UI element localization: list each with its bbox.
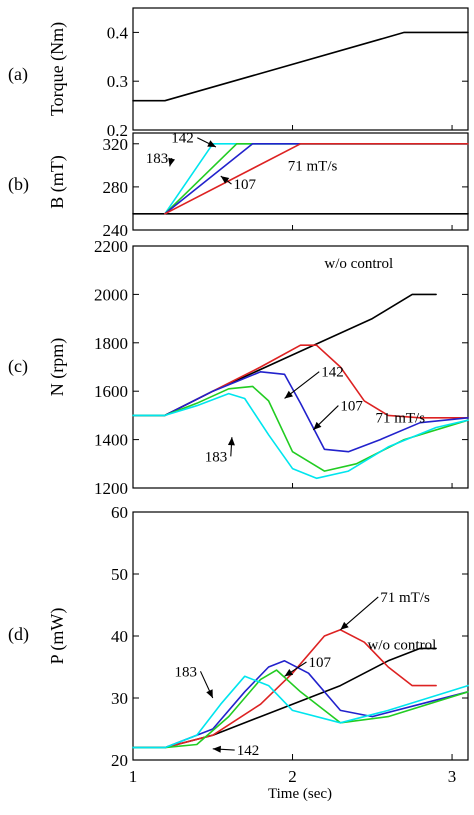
panel-b-series-line [164, 143, 469, 215]
panel-a-series-line [132, 31, 469, 102]
panel-c-ytick-label: 2000 [94, 285, 128, 304]
panel-a-letter: (a) [8, 64, 28, 85]
panel-a-ytick-label: 0.4 [107, 23, 129, 42]
panel-d-ytick-label: 20 [111, 751, 128, 770]
panel-d-ytick-label: 40 [111, 627, 128, 646]
panel-c-ytick-label: 2200 [94, 237, 128, 256]
panel-c: (c) N (rpm) 1200 1400 1600 1800 2000 2200 w/o… [8, 237, 469, 498]
panel-b-letter: (b) [8, 174, 29, 195]
panel-b-series-line [164, 143, 469, 215]
panel-c-annotations: w/o control 71 mT/s 142 107 183 [205, 256, 425, 466]
panel-d-annotation: 183 [174, 664, 197, 680]
panel-b-annotation: 71 mT/s [288, 159, 338, 175]
panel-d-xticks: 1 2 3 [129, 754, 457, 786]
panel-b-annotation: 107 [234, 177, 257, 193]
panel-d-annotation-arrow [340, 596, 379, 631]
panel-d-ylabel: P (mW) [47, 608, 68, 665]
x-tick-label: 2 [288, 767, 297, 786]
x-tick-label: 3 [448, 767, 457, 786]
panel-b-series [132, 143, 469, 215]
panel-c-frame [132, 245, 469, 489]
panel-d-series [132, 628, 469, 749]
panel-d-frame [132, 511, 469, 761]
panel-b-ytick-label: 240 [103, 221, 129, 240]
panel-c-annotation: w/o control [324, 256, 393, 272]
panel-c-series-line [132, 293, 437, 417]
panel-d-annotation: 107 [308, 655, 331, 671]
panel-c-ylabel: N (rpm) [47, 338, 68, 396]
panel-d-annotations: 71 mT/s w/o control 107 183 142 [174, 590, 436, 759]
panel-d-letter: (d) [8, 624, 29, 645]
panel-b-ytick-label: 280 [103, 178, 129, 197]
panel-c-ytick-label: 1400 [94, 431, 128, 450]
x-tick-label: 1 [129, 767, 138, 786]
panel-a-frame [132, 7, 469, 131]
panel-c-series-line [132, 385, 469, 472]
panel-a-ytick-label: 0.3 [107, 72, 128, 91]
panel-d-annotation-arrowhead [212, 745, 221, 753]
panel-d-series-line [132, 628, 437, 749]
panel-c-letter: (c) [8, 356, 28, 377]
panel-d-annotation-arrowhead [284, 668, 294, 677]
panel-a-series [132, 31, 469, 102]
panel-b-annotation: 183 [146, 151, 169, 167]
panel-d-annotation: 142 [237, 743, 260, 759]
panel-d-annotation: w/o control [368, 638, 437, 654]
panel-b-annotation-arrowhead [220, 176, 230, 184]
panel-a-ytick-label: 0.2 [107, 121, 128, 140]
panel-d: (d) P (mW) 20 30 40 50 60 1 2 3 71 mT/s w/o con… [8, 503, 469, 802]
panel-d-series-line [132, 669, 469, 749]
panel-d-ytick-label: 60 [111, 503, 128, 522]
panel-d-annotation: 71 mT/s [380, 590, 430, 606]
panel-c-annotation: 107 [340, 399, 363, 415]
panel-a-ylabel: Torque (Nm) [47, 22, 68, 116]
panel-d-ytick-label: 50 [111, 565, 128, 584]
panel-c-annotation-arrowhead [313, 421, 322, 430]
panel-c-annotation-arrowhead [284, 390, 294, 399]
panel-b-ytick-label: 320 [103, 135, 129, 154]
panel-c-yticks: 1200 1400 1600 1800 2000 2200 [94, 237, 468, 498]
panel-d-annotation-arrowhead [206, 689, 213, 698]
panel-b-series-line [164, 143, 469, 215]
panel-c-annotation: 71 mT/s [375, 411, 425, 427]
panel-b-series-line [164, 143, 469, 215]
panel-c-ytick-label: 1200 [94, 479, 128, 498]
panel-c-series-line [132, 370, 469, 453]
panel-c-annotation: 142 [321, 365, 344, 381]
panel-c-annotation-arrowhead [227, 437, 235, 446]
panel-d-series-line [132, 647, 437, 749]
panel-b-annotation-arrowhead [207, 140, 216, 148]
panel-c-series [132, 293, 469, 480]
panel-b-ylabel: B (mT) [47, 155, 68, 209]
panel-c-series-line [132, 392, 469, 480]
panel-b-frame [132, 132, 469, 231]
x-axis-label: Time (sec) [268, 786, 332, 802]
panel-b-annotation-arrowhead [168, 157, 176, 167]
panel-a: (a) Torque (Nm) 0.2 0.3 0.4 [8, 7, 469, 140]
panel-c-annotation: 183 [205, 449, 228, 465]
panel-d-annotation-arrowhead [340, 621, 349, 630]
panel-d-series-line [132, 675, 469, 749]
panel-c-ytick-label: 1600 [94, 382, 128, 401]
panel-b-yticks: 240 280 320 [103, 135, 468, 240]
panel-d-yticks: 20 30 40 50 60 [111, 503, 468, 770]
panel-d-ytick-label: 30 [111, 689, 128, 708]
panel-c-ytick-label: 1800 [94, 334, 128, 353]
panel-b-annotation: 142 [171, 131, 194, 147]
panel-a-yticks: 0.2 0.3 0.4 [107, 23, 468, 140]
